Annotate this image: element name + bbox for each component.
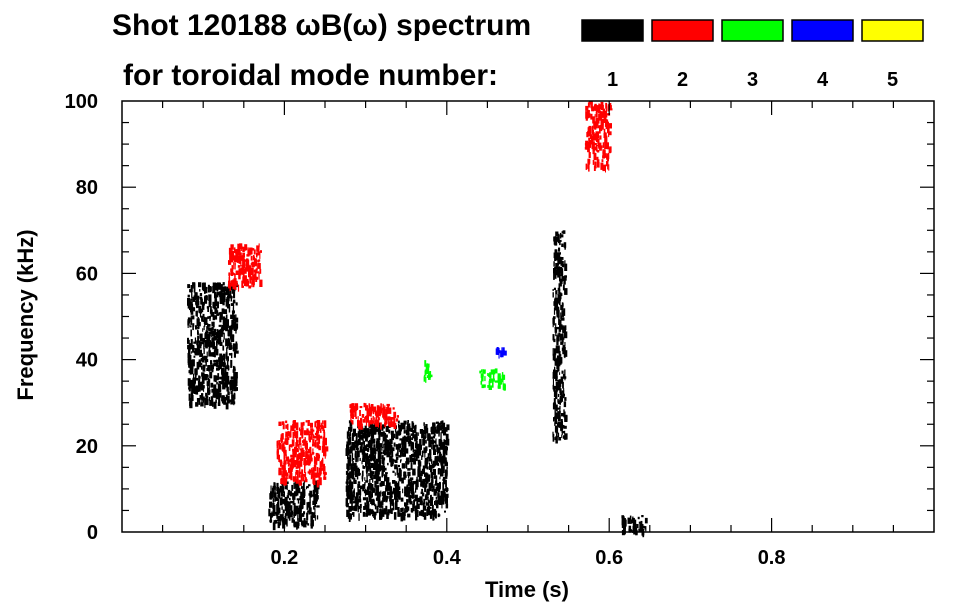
mode-2-region-3	[349, 402, 399, 430]
x-tick-label: 0.6	[595, 547, 623, 569]
y-tick-label: 0	[87, 522, 98, 544]
mode-3-region-1	[479, 368, 506, 391]
mode-2-region-1	[228, 243, 263, 292]
x-axis-title: Time (s)	[485, 577, 569, 602]
y-tick-label: 60	[76, 263, 98, 285]
y-tick-label: 40	[76, 350, 98, 372]
plot-frame	[121, 100, 935, 533]
mode-4-region-1	[495, 347, 507, 359]
mode-1-region-4	[552, 230, 568, 444]
mode-3-region-2	[423, 360, 433, 383]
legend-swatch-mode-3	[721, 19, 784, 42]
y-axis-title: Frequency (kHz)	[13, 229, 38, 400]
mode-2-region-2	[276, 420, 329, 488]
spectrum-data	[187, 101, 648, 538]
legend-label-mode-4: 4	[817, 69, 829, 91]
legend-swatch-mode-5	[861, 19, 924, 42]
legend-label-mode-3: 3	[747, 69, 758, 91]
legend-swatch-mode-1	[581, 19, 644, 42]
legend-swatch-mode-4	[791, 19, 854, 42]
y-tick-label: 20	[76, 436, 98, 458]
legend-label-mode-5: 5	[887, 69, 898, 91]
axes: 0.2 0.4 0.6 0.8 0 20 40 60 80 100	[65, 91, 935, 569]
x-tick-label: 0.4	[433, 547, 462, 569]
y-tick-label: 100	[65, 91, 98, 113]
legend-swatch-mode-2	[651, 19, 714, 42]
legend-label-mode-2: 2	[677, 69, 688, 91]
chart-title-line1: Shot 120188 ωB(ω) spectrum	[112, 9, 531, 42]
chart-title-line2: for toroidal mode number:	[123, 59, 498, 92]
legend-label-mode-1: 1	[607, 69, 618, 91]
mode-1-region-2	[268, 480, 320, 531]
mode-1-region-1	[187, 282, 239, 410]
y-tick-label: 80	[76, 177, 98, 199]
mode-1-region-3	[345, 420, 450, 522]
legend: 1 2 3 4 5	[581, 19, 924, 91]
mode-2-region-4	[584, 101, 613, 173]
x-tick-label: 0.2	[270, 547, 298, 569]
x-tick-label: 0.8	[758, 547, 786, 569]
mode-1-region-5	[621, 515, 648, 538]
